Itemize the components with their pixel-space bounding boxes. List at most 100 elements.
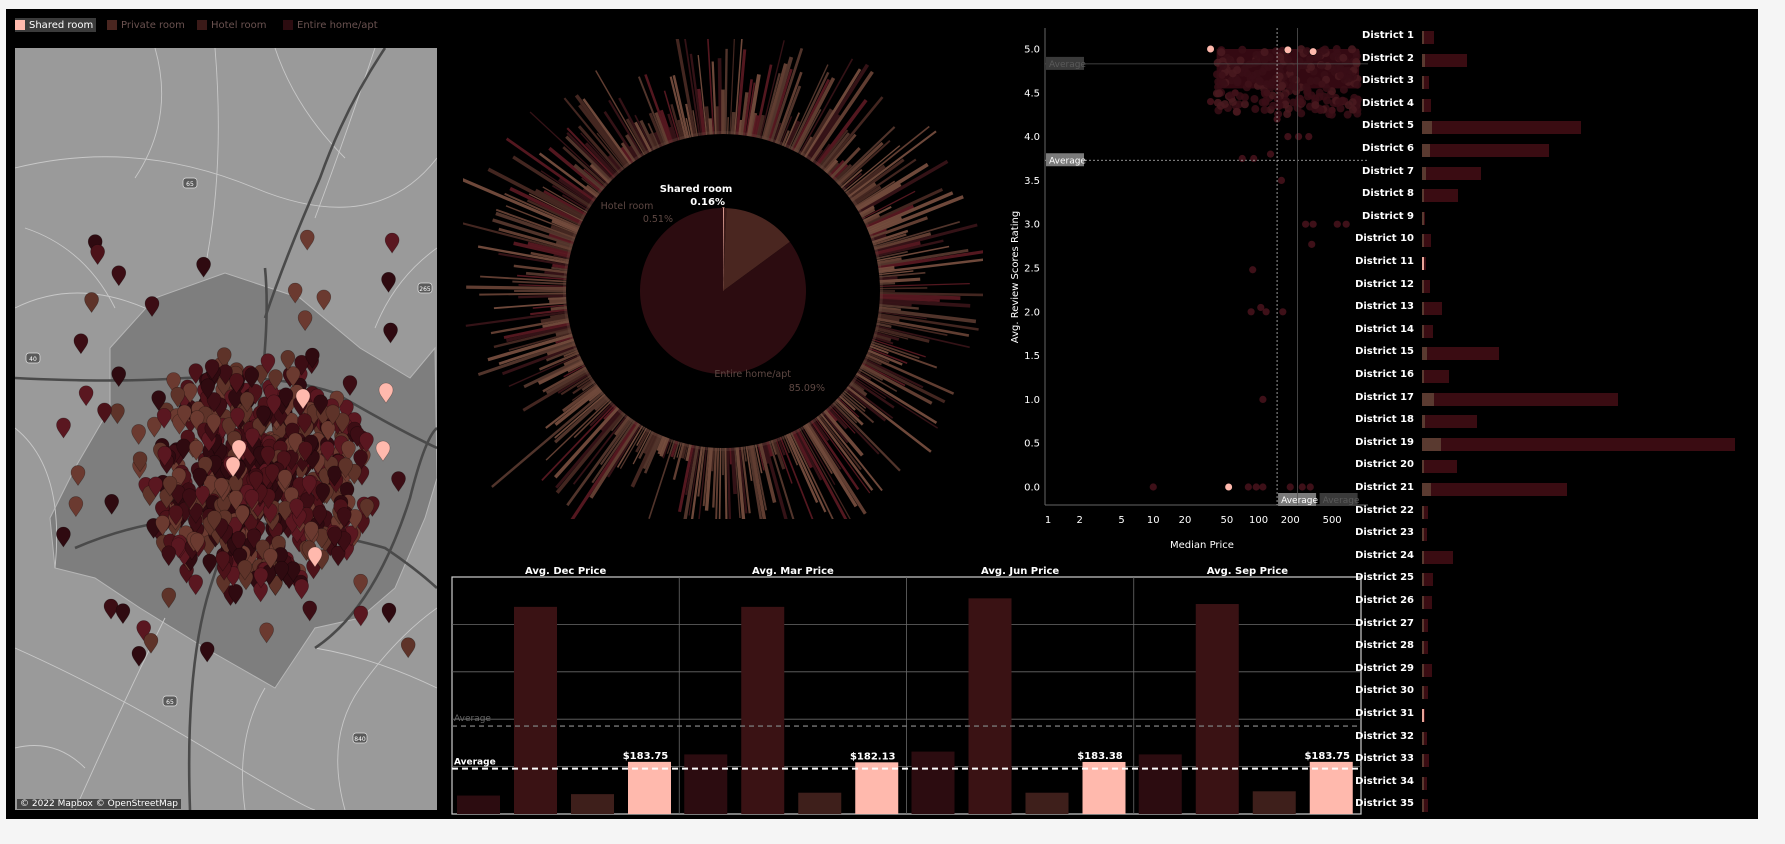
radial-bar[interactable] [739, 439, 751, 514]
map-marker[interactable] [148, 476, 164, 498]
price-bar[interactable] [684, 754, 728, 814]
radial-bar[interactable] [737, 440, 748, 514]
map-marker-highlight[interactable] [307, 546, 323, 568]
radial-bar[interactable] [487, 331, 580, 362]
scatter-point[interactable] [1240, 93, 1249, 102]
map-marker[interactable] [327, 526, 342, 548]
radial-bar[interactable] [498, 252, 576, 268]
radial-bar[interactable] [551, 184, 596, 213]
radial-bar[interactable] [542, 362, 593, 393]
map-marker-highlight[interactable] [231, 439, 247, 461]
radial-bar[interactable] [466, 285, 574, 291]
price-bar[interactable] [457, 795, 500, 814]
map-marker[interactable] [199, 641, 215, 663]
radial-bar[interactable] [724, 440, 728, 519]
scatter-point[interactable] [1272, 47, 1281, 56]
district-bar[interactable] [1422, 302, 1442, 316]
scatter-point[interactable] [1297, 109, 1306, 118]
radial-bar[interactable] [864, 338, 920, 359]
district-bar[interactable] [1422, 211, 1425, 225]
radial-bar[interactable] [503, 320, 577, 339]
price-bar[interactable] [571, 794, 614, 814]
map-marker[interactable] [339, 481, 355, 503]
map-marker[interactable] [78, 385, 94, 407]
radial-bar[interactable] [815, 407, 883, 492]
radial-bar[interactable] [744, 439, 753, 482]
scatter-point[interactable] [1306, 77, 1315, 86]
price-bar[interactable] [514, 606, 557, 814]
map-marker[interactable] [237, 559, 253, 581]
radial-bar[interactable] [804, 415, 842, 470]
radial-bar[interactable] [513, 264, 575, 275]
price-bar[interactable] [1195, 604, 1239, 814]
radial-bar[interactable] [566, 132, 619, 185]
radial-bar[interactable] [566, 411, 636, 507]
map-marker[interactable] [161, 587, 177, 609]
district-row[interactable]: District 14 [1355, 323, 1758, 339]
radial-bar[interactable] [846, 374, 895, 409]
radial-bar[interactable] [578, 104, 633, 174]
radial-bar[interactable] [669, 76, 689, 146]
map-marker[interactable] [336, 507, 352, 529]
radial-bar[interactable] [872, 277, 921, 284]
map-marker[interactable] [280, 349, 296, 371]
radial-bar[interactable] [554, 389, 611, 439]
radial-bar[interactable] [862, 345, 908, 365]
map-marker[interactable] [115, 603, 131, 625]
radial-bar[interactable] [513, 241, 578, 260]
radial-bar[interactable] [712, 440, 718, 508]
scatter-point[interactable] [1294, 133, 1303, 141]
radial-bar[interactable] [718, 440, 722, 519]
radial-bar[interactable] [530, 251, 577, 264]
radial-bar[interactable] [846, 158, 917, 208]
radial-bar[interactable] [849, 162, 929, 214]
map-marker[interactable] [182, 488, 197, 510]
scatter-point[interactable] [1267, 78, 1276, 87]
district-bar[interactable] [1422, 663, 1432, 677]
radial-bar[interactable] [854, 360, 933, 405]
scatter-point[interactable] [1214, 89, 1223, 98]
radial-bar[interactable] [726, 440, 732, 519]
radial-bar[interactable] [678, 39, 702, 143]
district-bar[interactable] [1422, 709, 1425, 722]
radial-bar[interactable] [872, 296, 940, 303]
district-row[interactable]: District 3 [1362, 74, 1758, 90]
scatter-point[interactable] [1266, 150, 1275, 158]
radial-bar[interactable] [839, 383, 887, 422]
radial-bar[interactable] [518, 294, 574, 299]
radial-bar[interactable] [865, 336, 926, 358]
radial-bar[interactable] [786, 71, 830, 157]
radial-bar[interactable] [724, 48, 728, 142]
district-row[interactable]: District 24 [1355, 549, 1758, 565]
radial-bar[interactable] [560, 370, 598, 396]
map-marker[interactable] [339, 399, 354, 421]
map-marker[interactable] [320, 420, 336, 442]
scatter-point[interactable] [1255, 76, 1264, 85]
radial-bar[interactable] [634, 114, 657, 158]
radial-bar[interactable] [562, 379, 604, 413]
radial-bar[interactable] [697, 55, 708, 142]
radial-bar[interactable] [734, 49, 747, 142]
scatter-point[interactable] [1302, 83, 1311, 92]
radial-bar[interactable] [856, 356, 946, 404]
scatter-point[interactable] [1333, 220, 1341, 228]
radial-bar[interactable] [827, 397, 901, 472]
radial-bar[interactable] [840, 381, 932, 453]
map-marker[interactable] [131, 424, 146, 445]
radial-bar[interactable] [463, 211, 579, 255]
district-bar[interactable] [1422, 596, 1432, 609]
map-marker[interactable] [73, 333, 89, 355]
radial-bar[interactable] [763, 56, 794, 148]
radial-bar[interactable] [859, 350, 955, 395]
scatter-point[interactable] [1233, 76, 1242, 85]
radial-bar[interactable] [817, 406, 849, 444]
radial-bar[interactable] [696, 440, 709, 519]
pie-slice[interactable] [640, 208, 806, 375]
radial-bar[interactable] [872, 293, 961, 300]
scatter-point[interactable] [1238, 154, 1246, 163]
district-row[interactable]: District 5 [1362, 119, 1758, 135]
map-marker[interactable] [221, 417, 237, 439]
scatter-point[interactable] [1311, 101, 1320, 110]
radial-bar[interactable] [849, 368, 938, 425]
map-marker[interactable] [277, 500, 293, 522]
